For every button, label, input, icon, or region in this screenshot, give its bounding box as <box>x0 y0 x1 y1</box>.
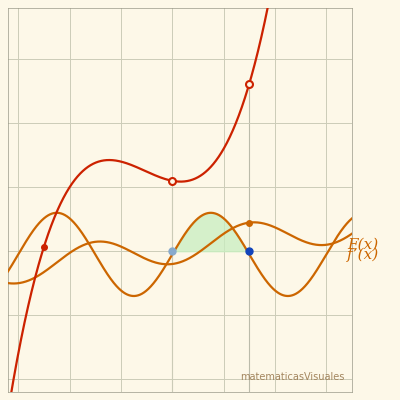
Text: F(x): F(x) <box>347 238 378 252</box>
Text: matematicasVisuales: matematicasVisuales <box>240 372 344 382</box>
Text: f’(x): f’(x) <box>347 247 379 262</box>
